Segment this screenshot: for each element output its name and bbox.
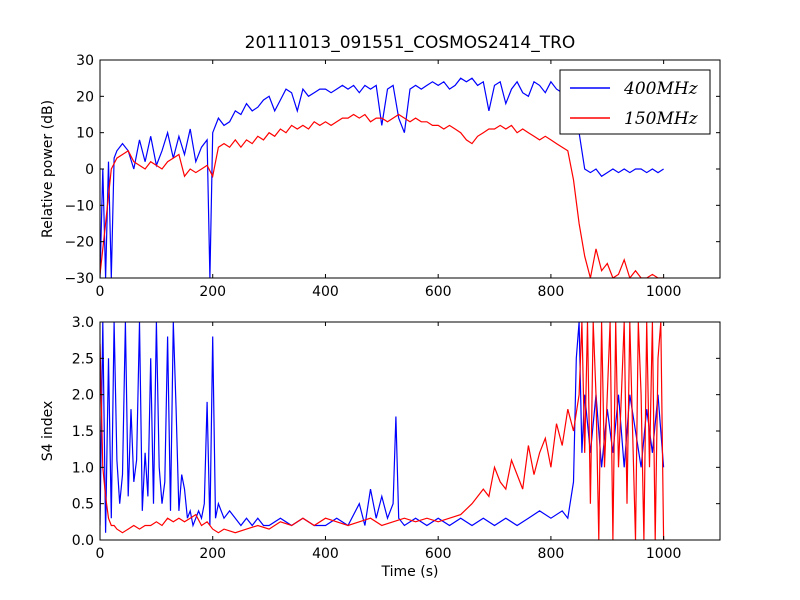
legend-label: 400MHz	[623, 79, 699, 99]
x-tick-label: 600	[425, 546, 452, 562]
y-tick-label: 10	[76, 126, 94, 142]
x-tick-label: 0	[96, 546, 105, 562]
x-tick-label: 400	[312, 546, 339, 562]
chart-title: 20111013_091551_COSMOS2414_TRO	[245, 33, 576, 53]
plot-area	[100, 322, 665, 540]
y-tick-label: 2.0	[72, 388, 94, 404]
y-tick-label: 0	[85, 162, 94, 178]
y-tick-label: 20	[76, 89, 94, 105]
y-tick-label: −20	[64, 235, 94, 251]
legend-label: 150MHz	[624, 109, 699, 129]
y-tick-label: 1.5	[72, 424, 94, 440]
top-panel-power: 0 200 400 600 800 1000 −30 −20 −10 0 10 20 30 Relativ…	[40, 53, 721, 300]
y-tick-label: 1.0	[72, 460, 94, 476]
y-tick-label: −30	[64, 271, 94, 287]
x-tick-label: 800	[538, 284, 565, 300]
x-tick-label: 0	[96, 284, 105, 300]
x-tick-label: 200	[199, 284, 226, 300]
y-tick-label: −10	[64, 198, 94, 214]
x-tick-label: 1000	[646, 546, 682, 562]
y-tick-label: 30	[76, 53, 94, 69]
y-axis-label: Relative power (dB)	[40, 100, 56, 238]
series-line-150mhz	[100, 322, 665, 540]
y-tick-label: 2.5	[72, 351, 94, 367]
y-tick-label: 0.0	[72, 533, 94, 549]
x-tick-label: 800	[538, 546, 565, 562]
series-line-400mhz	[100, 322, 665, 533]
x-axis-label: Time (s)	[381, 564, 439, 580]
x-tick-label: 400	[312, 284, 339, 300]
series-line-150mhz	[100, 113, 664, 278]
y-axis-label: S4 index	[40, 401, 56, 462]
y-tick-label: 0.5	[72, 497, 94, 513]
legend-box	[559, 69, 711, 135]
x-tick-label: 1000	[646, 284, 682, 300]
legend: 400MHz 150MHz	[559, 69, 711, 135]
x-tick-label: 600	[425, 284, 452, 300]
x-tick-label: 200	[199, 546, 226, 562]
bottom-panel-s4: 0 200 400 600 800 1000 0.0 0.5 1.0 1.5 2.0 2.5 3.0 S4…	[40, 315, 721, 580]
y-tick-label: 3.0	[72, 315, 94, 331]
